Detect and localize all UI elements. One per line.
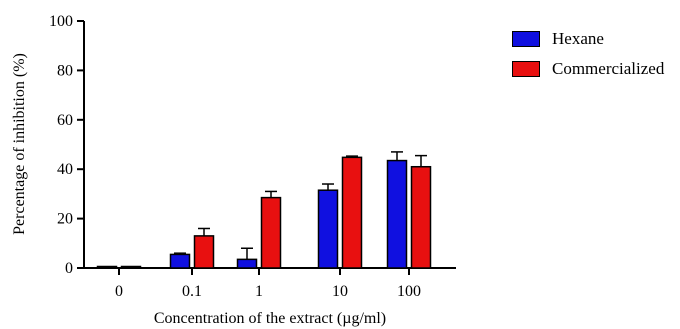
bar-commercialized <box>120 265 142 269</box>
x-tick-label: 100 <box>397 283 421 300</box>
legend-label-commercialized: Commercialized <box>552 59 665 78</box>
bar-hexane <box>96 265 118 269</box>
x-tick-label: 0.1 <box>182 283 202 300</box>
legend: Hexane Commercialized <box>512 28 664 88</box>
y-tick-label: 20 <box>57 211 73 228</box>
bar-commercialized <box>260 196 282 269</box>
bar-hexane <box>317 189 339 269</box>
x-tick-label: 1 <box>255 283 263 300</box>
bar-commercialized <box>193 235 215 269</box>
x-tick-label: 0 <box>115 283 123 300</box>
bar-hexane <box>386 159 408 269</box>
legend-item-commercialized: Commercialized <box>512 58 664 80</box>
plot-area: 0 20 40 60 80 100 0 0.1 1 10 100 <box>49 13 456 300</box>
legend-item-hexane: Hexane <box>512 28 664 50</box>
bar-hexane <box>169 253 191 269</box>
bar-hexane <box>236 258 258 269</box>
y-tick-label: 0 <box>65 260 73 277</box>
legend-label-hexane: Hexane <box>552 29 604 48</box>
y-tick-label: 100 <box>49 13 73 30</box>
x-axis-label: Concentration of the extract (µg/ml) <box>154 310 386 327</box>
y-tick-label: 60 <box>57 112 73 129</box>
y-axis-label: Percentage of inhibition (%) <box>11 53 28 235</box>
x-tick-label: 10 <box>332 283 348 300</box>
legend-swatch-commercialized <box>512 61 540 77</box>
bar-commercialized <box>341 156 363 269</box>
y-tick-label: 80 <box>57 62 73 79</box>
bar-commercialized <box>410 165 432 269</box>
legend-swatch-hexane <box>512 31 540 47</box>
y-tick-label: 40 <box>57 161 73 178</box>
